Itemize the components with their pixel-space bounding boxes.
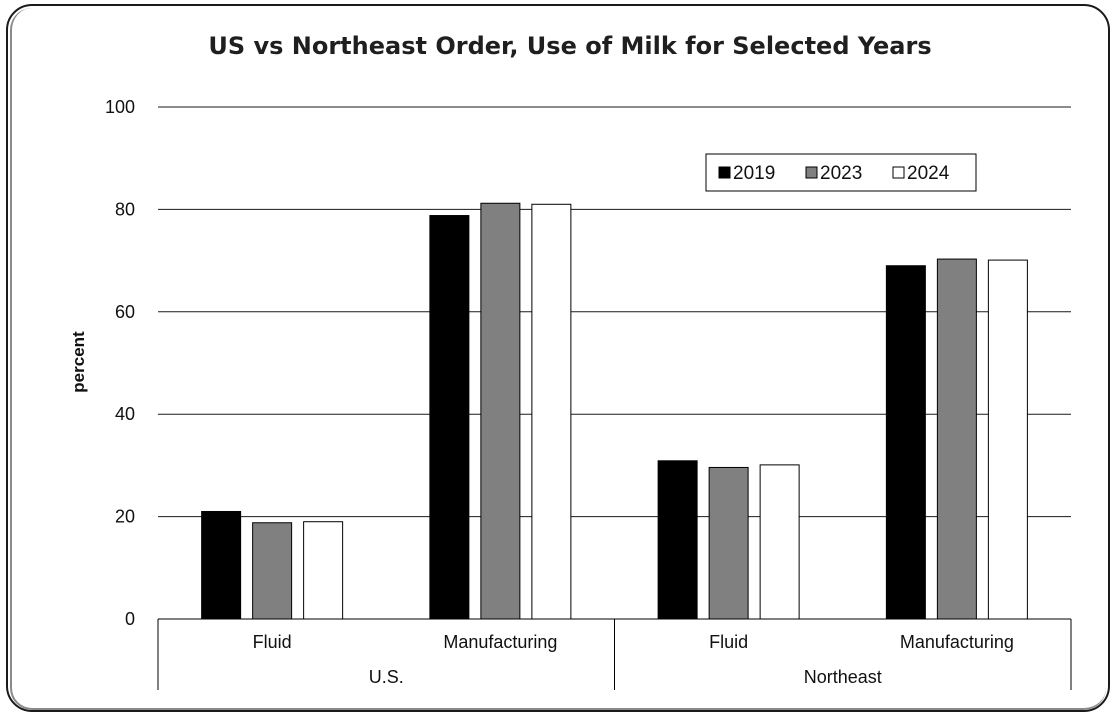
y-tick-label: 80 [115, 199, 135, 219]
bar-2024 [987, 259, 1028, 620]
bar-2019 [885, 265, 926, 620]
y-tick-label: 20 [115, 507, 135, 527]
bars [201, 202, 1028, 620]
y-axis-label: percent [69, 331, 88, 393]
bar-2019 [657, 460, 698, 620]
bar-2019 [201, 510, 242, 620]
y-tick-label: 60 [115, 302, 135, 322]
y-tick-labels: 0 20 40 60 80 100 [105, 97, 135, 629]
bar-2023 [480, 202, 521, 620]
y-tick-label: 0 [125, 609, 135, 629]
bar-2023 [708, 466, 749, 620]
category-axis: U.S. Northeast Fluid Manufacturing Fluid Manu… [157, 618, 1072, 690]
category-label: Manufacturing [900, 632, 1014, 652]
category-label: Manufacturing [443, 632, 557, 652]
bar-2024 [531, 203, 572, 620]
bar-2019 [429, 215, 470, 620]
legend-swatch-2024 [892, 166, 905, 179]
legend: 2019 2023 2024 [705, 153, 977, 192]
legend-label: 2024 [907, 163, 950, 184]
y-tick-label: 40 [115, 404, 135, 424]
legend-label: 2023 [820, 163, 862, 184]
legend-swatch-2023 [805, 166, 818, 179]
category-label: Fluid [709, 632, 748, 652]
bar-2023 [252, 522, 293, 620]
legend-box [705, 153, 977, 192]
legend-label: 2019 [733, 163, 775, 184]
legend-swatch-2019 [718, 166, 731, 179]
y-tick-label: 100 [105, 97, 135, 117]
category-label: Fluid [253, 632, 292, 652]
bar-2024 [303, 521, 344, 620]
chart-title: US vs Northeast Order, Use of Milk for S… [208, 32, 931, 60]
bar-2024 [759, 464, 800, 620]
bar-2023 [936, 258, 977, 620]
group-label: U.S. [369, 667, 404, 687]
group-label: Northeast [804, 667, 882, 687]
